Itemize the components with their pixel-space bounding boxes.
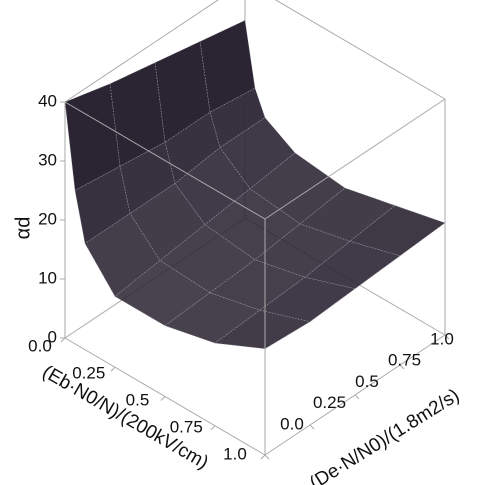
z-axis-label: αd xyxy=(12,217,34,240)
y-tick-label: 0.25 xyxy=(313,393,346,412)
y-tick xyxy=(309,424,315,430)
surface-patch xyxy=(199,19,256,113)
box-edge xyxy=(64,0,219,103)
x-tick-label: 0.5 xyxy=(126,390,150,409)
x-tick xyxy=(60,337,66,343)
surface-patch xyxy=(214,309,311,350)
surface-patch xyxy=(164,111,221,185)
surface-patch xyxy=(349,205,446,257)
y-tick-label: 0.5 xyxy=(355,372,379,391)
surface-patch xyxy=(299,187,396,242)
z-tick-label: 0 xyxy=(48,327,57,346)
box-edge xyxy=(64,101,266,220)
y-tick-label: 0.0 xyxy=(280,414,304,433)
surface-patch xyxy=(114,260,211,327)
surface-patch xyxy=(129,183,206,262)
x-tick-label: 0.25 xyxy=(72,363,105,382)
surface-patch xyxy=(109,62,166,167)
z-tick-label: 40 xyxy=(38,91,57,110)
y-tick xyxy=(354,394,360,400)
surface-patch xyxy=(304,240,401,290)
x-tick-label: 1.0 xyxy=(223,444,247,463)
x-tick xyxy=(110,366,116,372)
box-edge xyxy=(274,0,446,100)
surface-patch xyxy=(204,188,301,261)
y-tick xyxy=(264,454,270,460)
x-tick xyxy=(260,454,266,460)
x-tick xyxy=(160,396,166,401)
z-tick-label: 10 xyxy=(38,268,57,287)
y-tick-label: 0.75 xyxy=(388,351,421,370)
z-tick-label: 20 xyxy=(38,209,57,228)
box-edge xyxy=(264,98,446,220)
surface-patch xyxy=(84,213,161,297)
surface-patch xyxy=(249,152,346,225)
z-tick-label: 30 xyxy=(38,150,57,169)
surface-patch xyxy=(254,223,351,278)
surface-patch xyxy=(259,276,356,323)
y-tick xyxy=(399,364,405,370)
y-tick-label: 1.0 xyxy=(430,329,454,348)
x-tick-label: 0.0 xyxy=(28,336,52,355)
y-tick xyxy=(444,334,450,340)
x-tick-label: 0.75 xyxy=(170,417,203,436)
x-tick xyxy=(210,425,216,431)
surface-patch xyxy=(154,40,211,143)
